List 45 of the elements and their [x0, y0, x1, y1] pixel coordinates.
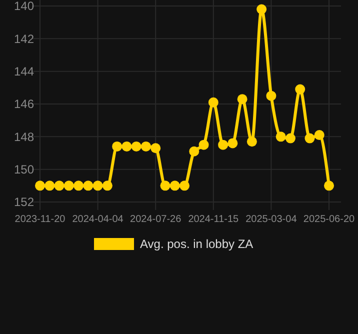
point [170, 180, 180, 191]
point [64, 180, 74, 191]
point [54, 180, 64, 191]
point [35, 180, 45, 191]
x-tick-label: 2024-11-15 [188, 214, 240, 225]
point [92, 180, 103, 191]
y-tick-label: 140 [14, 0, 34, 14]
y-tick-label: 144 [14, 64, 34, 79]
legend-label: Avg. pos. in lobby ZA [140, 237, 254, 252]
point [150, 143, 161, 154]
point [180, 180, 190, 191]
point [112, 141, 122, 152]
point [218, 140, 228, 150]
point [74, 180, 84, 191]
y-tick-label: 152 [14, 195, 34, 210]
point [140, 141, 151, 152]
point [285, 133, 296, 144]
point [44, 180, 55, 191]
x-tick-label: 2024-07-26 [130, 214, 182, 225]
point [246, 136, 257, 147]
point [122, 141, 132, 152]
point [83, 180, 94, 191]
point [208, 97, 218, 108]
point [295, 84, 306, 94]
point [304, 133, 315, 144]
point [160, 180, 170, 191]
point [324, 180, 334, 191]
point [198, 140, 209, 150]
point [314, 130, 324, 140]
point [237, 94, 248, 104]
point [266, 90, 276, 101]
x-tick-label: 2025-06-20 [303, 214, 356, 225]
point [102, 180, 112, 191]
y-tick-label: 146 [14, 97, 34, 112]
y-tick-label: 150 [14, 162, 34, 177]
x-tick-label: 2024-04-04 [72, 214, 124, 225]
x-tick-label: 2025-03-04 [246, 214, 298, 225]
point [189, 146, 200, 156]
point [276, 132, 286, 142]
point [228, 138, 238, 148]
point [131, 141, 142, 152]
y-tick-label: 142 [14, 32, 34, 46]
point [256, 4, 267, 14]
y-tick-label: 148 [14, 130, 34, 144]
x-tick-label: 2023-11-20 [14, 214, 66, 225]
